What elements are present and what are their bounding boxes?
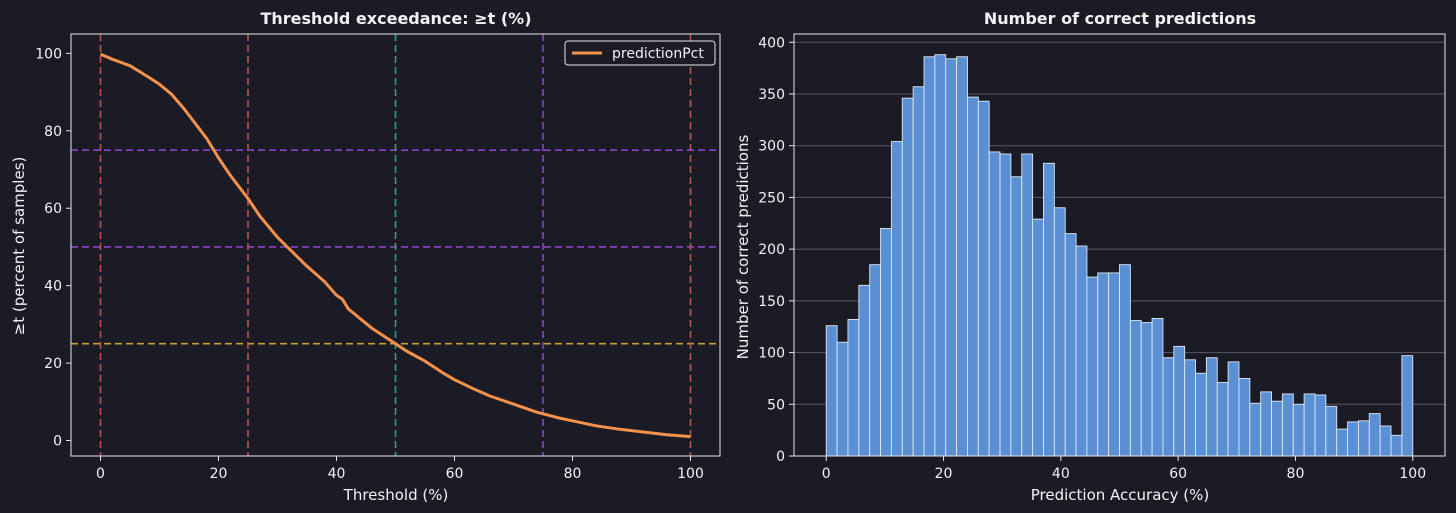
y-tick-label: 80	[44, 124, 62, 140]
histogram-bar	[1216, 382, 1229, 457]
y-tick-label: 0	[53, 434, 62, 450]
threshold-exceedance-chart: Threshold exceedance: ≥t (%) Threshold (…	[10, 9, 721, 504]
histogram-bar	[923, 56, 936, 457]
plot-frame	[70, 33, 721, 457]
x-tick-label: 40	[328, 466, 346, 482]
histogram-bar	[1205, 357, 1218, 457]
histogram-bar	[1390, 434, 1403, 457]
y-tick-label: 60	[44, 201, 62, 217]
histogram-bar	[1086, 276, 1099, 457]
histogram-bar	[1021, 153, 1034, 457]
histogram-bar	[1368, 413, 1381, 457]
histogram-bar	[1075, 245, 1088, 457]
x-tick-label: 60	[1169, 466, 1187, 482]
histogram-bar	[1162, 357, 1175, 457]
histogram-bar	[956, 56, 968, 457]
histogram-bar	[977, 100, 990, 457]
histogram-bar	[847, 319, 860, 457]
histogram-bar	[1401, 355, 1414, 457]
histogram-bar	[890, 141, 903, 457]
x-tick-label: 100	[677, 466, 704, 482]
series-line-predictionPct	[99, 52, 691, 439]
legend-box	[564, 40, 716, 66]
histogram-bar	[1173, 345, 1186, 457]
histogram-bar	[869, 264, 882, 457]
histogram-bar	[999, 153, 1012, 457]
y-axis-label: ≥t (percent of samples)	[10, 157, 28, 336]
histogram-bar	[1281, 393, 1294, 457]
x-axis-label: Threshold (%)	[343, 486, 449, 504]
y-tick-label: 300	[758, 139, 785, 155]
y-tick-label: 100	[35, 46, 62, 62]
histogram-bar	[1108, 272, 1120, 457]
histogram-bar	[1379, 425, 1392, 457]
y-tick-label: 250	[758, 190, 785, 206]
histogram-bar	[1347, 421, 1359, 457]
histogram-bar	[1184, 359, 1196, 457]
legend-label-predictionPct: predictionPct	[612, 46, 704, 62]
histogram-bar	[825, 325, 838, 457]
histogram-bar	[1043, 162, 1055, 457]
histogram-bar	[1325, 405, 1338, 457]
histogram-bar	[1053, 207, 1066, 457]
histogram-bar	[1097, 272, 1110, 457]
y-tick-label: 200	[758, 242, 785, 258]
histogram-bar	[966, 96, 979, 457]
y-tick-label: 50	[767, 397, 785, 413]
y-tick-label: 350	[758, 87, 785, 103]
histogram-bar	[836, 341, 849, 457]
histogram-bar	[1010, 176, 1023, 457]
x-tick-label: 20	[210, 466, 228, 482]
histogram-bar	[1260, 391, 1273, 457]
x-axis-label: Prediction Accuracy (%)	[1031, 486, 1210, 504]
histogram-bar	[1151, 317, 1164, 457]
chart-title: Number of correct predictions	[984, 9, 1256, 28]
y-tick-label: 100	[758, 346, 785, 362]
histogram-bar	[1227, 361, 1240, 457]
histogram-bar	[1303, 393, 1316, 457]
chart-title: Threshold exceedance: ≥t (%)	[260, 9, 531, 28]
histogram-bar	[1195, 372, 1207, 457]
histogram-bar	[988, 151, 1001, 457]
x-tick-label: 40	[1052, 466, 1070, 482]
y-tick-label: 0	[776, 449, 785, 465]
histogram-bar	[1336, 428, 1349, 457]
histogram-bar	[1357, 420, 1370, 457]
histogram-bar	[1249, 402, 1262, 457]
histogram-bar	[901, 97, 914, 457]
x-tick-label: 20	[935, 466, 953, 482]
histogram-bar	[1129, 320, 1142, 457]
histogram-bar	[1271, 400, 1283, 457]
x-tick-label: 80	[564, 466, 582, 482]
y-tick-label: 150	[758, 294, 785, 310]
x-tick-label: 0	[822, 466, 831, 482]
histogram-bar	[945, 58, 958, 457]
histogram-bar	[880, 228, 892, 457]
x-tick-label: 80	[1287, 466, 1305, 482]
histogram-bar	[1064, 233, 1077, 457]
y-tick-label: 400	[758, 35, 785, 51]
correct-predictions-histogram: Number of correct predictions Prediction…	[734, 9, 1446, 504]
legend: predictionPct	[564, 40, 716, 66]
histogram-bar	[858, 284, 871, 457]
y-tick-label: 40	[44, 279, 62, 295]
histogram-bar	[934, 54, 947, 457]
histogram-bar	[1140, 322, 1153, 457]
y-tick-label: 20	[44, 356, 62, 372]
y-axis-label: Number of correct predictions	[734, 135, 752, 360]
histogram-bar	[1032, 218, 1044, 457]
histogram-bar	[912, 86, 925, 457]
histogram-bar	[1119, 264, 1131, 457]
plot-frame	[793, 33, 1446, 457]
x-tick-label: 100	[1399, 466, 1426, 482]
x-tick-label: 0	[96, 466, 105, 482]
histogram-bar	[1292, 403, 1305, 457]
histogram-bar	[1238, 377, 1251, 457]
x-tick-label: 60	[446, 466, 464, 482]
histogram-bar	[1314, 394, 1327, 457]
